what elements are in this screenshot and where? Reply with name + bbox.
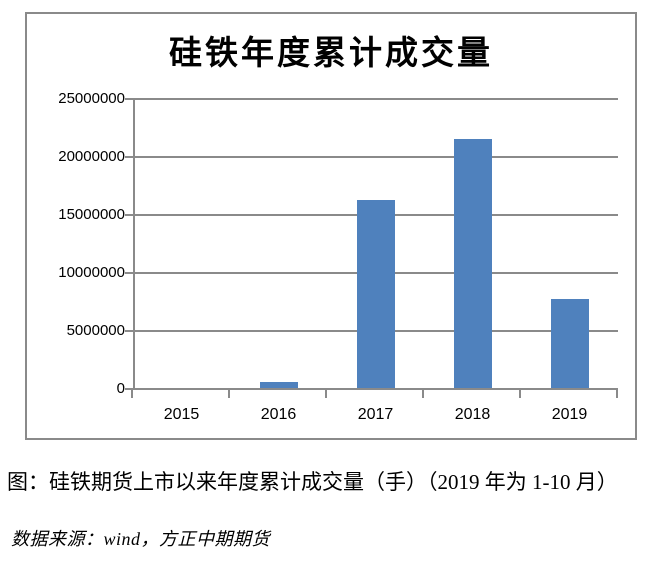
y-tick <box>125 98 133 100</box>
bar-2016 <box>260 382 298 388</box>
x-tick-label: 2016 <box>260 406 297 423</box>
figure-caption: 图：硅铁期货上市以来年度累计成交量（手）（2019 年为 1-10 月） <box>7 470 618 494</box>
x-tick-label: 2019 <box>551 406 588 423</box>
y-tick <box>125 214 133 216</box>
y-tick <box>125 330 133 332</box>
x-tick-label: 2015 <box>163 406 200 423</box>
gridline <box>135 98 618 100</box>
y-tick-label: 5000000 <box>66 322 125 339</box>
chart-title: 硅铁年度累计成交量 <box>169 36 493 72</box>
x-tick <box>519 390 521 398</box>
y-tick <box>125 272 133 274</box>
x-tick <box>422 390 424 398</box>
y-tick-label: 25000000 <box>58 90 125 107</box>
bar-2019 <box>551 299 589 388</box>
y-tick <box>125 156 133 158</box>
x-tick-label: 2017 <box>357 406 394 423</box>
y-tick-label: 0 <box>116 380 125 397</box>
gridline <box>135 156 618 158</box>
chart-frame: 硅铁年度累计成交量 25000000 20000000 15000000 100000… <box>25 12 637 440</box>
x-tick <box>131 390 133 398</box>
x-tick-label: 2018 <box>454 406 491 423</box>
bar-2018 <box>454 139 492 388</box>
bar-2017 <box>357 200 395 388</box>
y-tick-label: 20000000 <box>58 148 125 165</box>
y-tick <box>125 388 133 390</box>
y-tick-label: 10000000 <box>58 264 125 281</box>
y-tick-label: 15000000 <box>58 206 125 223</box>
x-tick <box>616 390 618 398</box>
x-tick <box>325 390 327 398</box>
x-tick <box>228 390 230 398</box>
data-source: 数据来源：wind，方正中期期货 <box>11 529 271 549</box>
plot-area <box>133 98 618 390</box>
